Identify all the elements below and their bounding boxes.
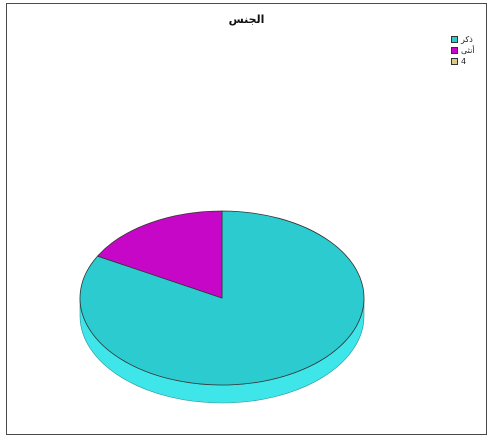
- legend-swatch-female: [451, 47, 458, 54]
- legend-item-other: 4: [451, 56, 475, 67]
- pie-slice-1: [97, 210, 223, 299]
- legend-swatch-other: [451, 58, 458, 65]
- legend-item-female: أنثى: [451, 45, 475, 56]
- legend-label-other: 4: [461, 57, 467, 66]
- legend-label-female: أنثى: [461, 46, 475, 55]
- chart-title: الجنس: [228, 13, 265, 26]
- legend-item-male: ذكر: [451, 34, 475, 45]
- chart-legend: ذكر أنثى 4: [451, 34, 475, 67]
- legend-label-male: ذكر: [461, 35, 473, 44]
- legend-swatch-male: [451, 36, 458, 43]
